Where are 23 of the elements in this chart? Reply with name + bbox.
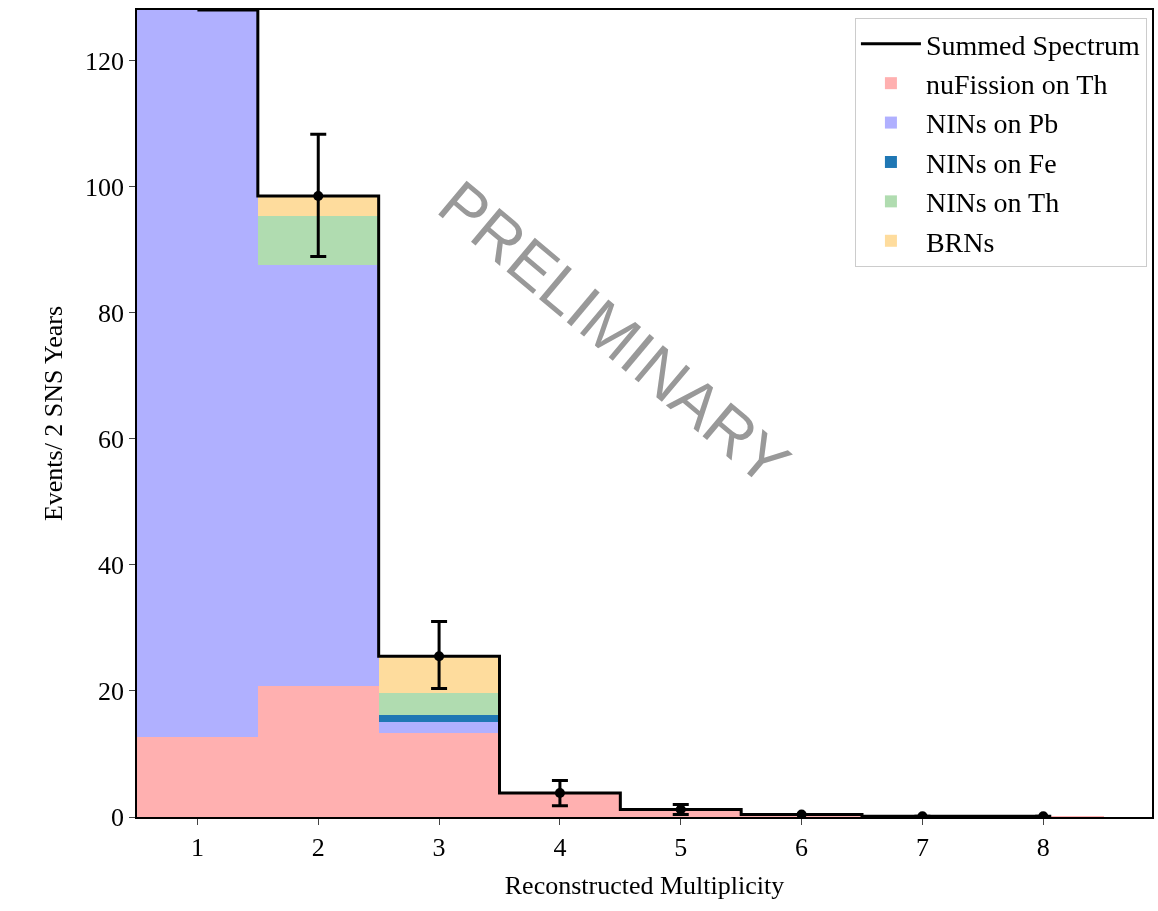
y-axis-title: Events/ 2 SNS Years	[38, 305, 68, 522]
x-tick-label: 7	[915, 832, 929, 862]
x-tick-label: 5	[674, 832, 688, 862]
x-tick-label: 1	[190, 832, 204, 862]
y-tick-label: 80	[98, 298, 125, 328]
y-tick-label: 40	[98, 550, 125, 580]
legend-label: nuFission on Th	[925, 69, 1108, 101]
x-tick-label: 8	[1036, 832, 1050, 862]
y-tick-label: 100	[85, 172, 125, 202]
y-tick-label: 0	[111, 803, 125, 833]
y-tick-label: 120	[85, 46, 125, 76]
x-tick-label: 4	[553, 832, 567, 862]
legend-label: NINs on Th	[925, 187, 1060, 219]
y-tick-label: 20	[98, 677, 125, 707]
x-tick-label: 2	[311, 832, 325, 862]
legend-label: Summed Spectrum	[925, 29, 1141, 61]
x-axis-title: Reconstructed Multiplicity	[504, 871, 785, 901]
x-tick-label: 6	[795, 832, 809, 862]
x-tick-label: 3	[432, 832, 446, 862]
y-tick-label: 60	[98, 424, 125, 454]
legend-label: NINs on Fe	[925, 147, 1057, 179]
legend-label: BRNs	[925, 226, 995, 258]
legend-label: NINs on Pb	[925, 108, 1059, 140]
